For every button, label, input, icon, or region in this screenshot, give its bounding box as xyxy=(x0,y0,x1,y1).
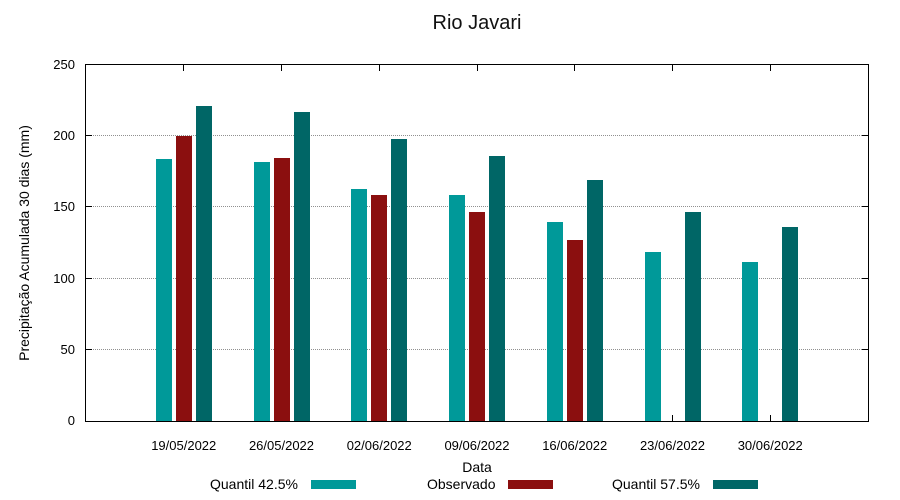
x-tick-top xyxy=(672,65,673,71)
bar xyxy=(742,261,759,421)
x-tick-label: 23/06/2022 xyxy=(639,438,706,453)
legend-label: Quantil 57.5% xyxy=(612,476,700,492)
plot-area xyxy=(85,64,869,422)
x-axis-tick-labels: 19/05/2022 26/05/2022 02/06/2022 09/06/2022… xyxy=(86,0,868,500)
bar xyxy=(644,251,661,421)
x-tick-top xyxy=(476,65,478,71)
y-tick-right xyxy=(862,277,868,279)
bar xyxy=(684,211,701,421)
bar xyxy=(175,136,192,421)
bar xyxy=(586,180,603,421)
legend-entry: Quantil 42.5% xyxy=(210,476,356,492)
x-tick-top xyxy=(574,65,576,71)
y-tick-left xyxy=(86,206,92,208)
x-tick-top xyxy=(281,65,282,71)
bar xyxy=(566,240,583,421)
x-tick-label: 30/06/2022 xyxy=(737,438,803,453)
y-axis-tick-labels: 0 50 100 150 200 250 xyxy=(0,0,75,500)
x-axis-title: Data xyxy=(462,459,492,475)
y-tick-right xyxy=(862,135,868,137)
bar xyxy=(351,188,368,421)
bar xyxy=(371,194,388,421)
y-tick-label: 200 xyxy=(53,128,75,144)
gridline xyxy=(86,206,868,208)
bar xyxy=(253,161,270,421)
legend-swatch xyxy=(712,479,758,489)
y-tick-right xyxy=(862,348,868,350)
bar xyxy=(782,227,799,421)
y-tick-left xyxy=(86,277,92,279)
bar xyxy=(546,221,563,421)
x-tick-top xyxy=(183,65,185,71)
bar xyxy=(469,211,485,421)
x-tick-label: 02/06/2022 xyxy=(346,438,412,453)
bar xyxy=(293,112,310,421)
x-tick-top xyxy=(378,65,380,71)
y-tick-label: 100 xyxy=(53,270,75,286)
y-tick-label: 50 xyxy=(60,341,75,357)
bar xyxy=(489,156,505,421)
bar xyxy=(195,106,212,421)
y-tick-left xyxy=(86,135,92,137)
y-tick-label: 250 xyxy=(53,57,75,72)
legend-swatch xyxy=(310,479,356,489)
x-tick-bottom xyxy=(672,415,673,421)
bar xyxy=(391,139,408,421)
y-tick-label: 150 xyxy=(53,199,75,215)
x-tick-label: 16/06/2022 xyxy=(542,438,608,453)
legend-swatch xyxy=(508,479,554,489)
gridline xyxy=(86,135,868,137)
chart-title: Rio Javari xyxy=(432,12,522,34)
legend-entry: Observado xyxy=(427,476,554,492)
legend-entry: Quantil 57.5% xyxy=(612,476,758,492)
bar xyxy=(155,158,172,421)
y-tick-left xyxy=(86,348,92,350)
x-tick-top xyxy=(769,65,771,71)
x-tick-label: 09/06/2022 xyxy=(444,438,510,453)
y-tick-label: 0 xyxy=(67,413,75,428)
legend: Quantil 42.5% Observado Quantil 57.5% xyxy=(0,476,900,494)
x-tick-bottom xyxy=(769,415,771,421)
legend-label: Observado xyxy=(427,476,496,492)
y-tick-right xyxy=(862,206,868,208)
x-tick-label: 26/05/2022 xyxy=(248,438,315,453)
legend-label: Quantil 42.5% xyxy=(210,476,298,492)
bar xyxy=(273,157,290,421)
bar xyxy=(449,194,465,421)
x-tick-label: 19/05/2022 xyxy=(151,438,217,453)
